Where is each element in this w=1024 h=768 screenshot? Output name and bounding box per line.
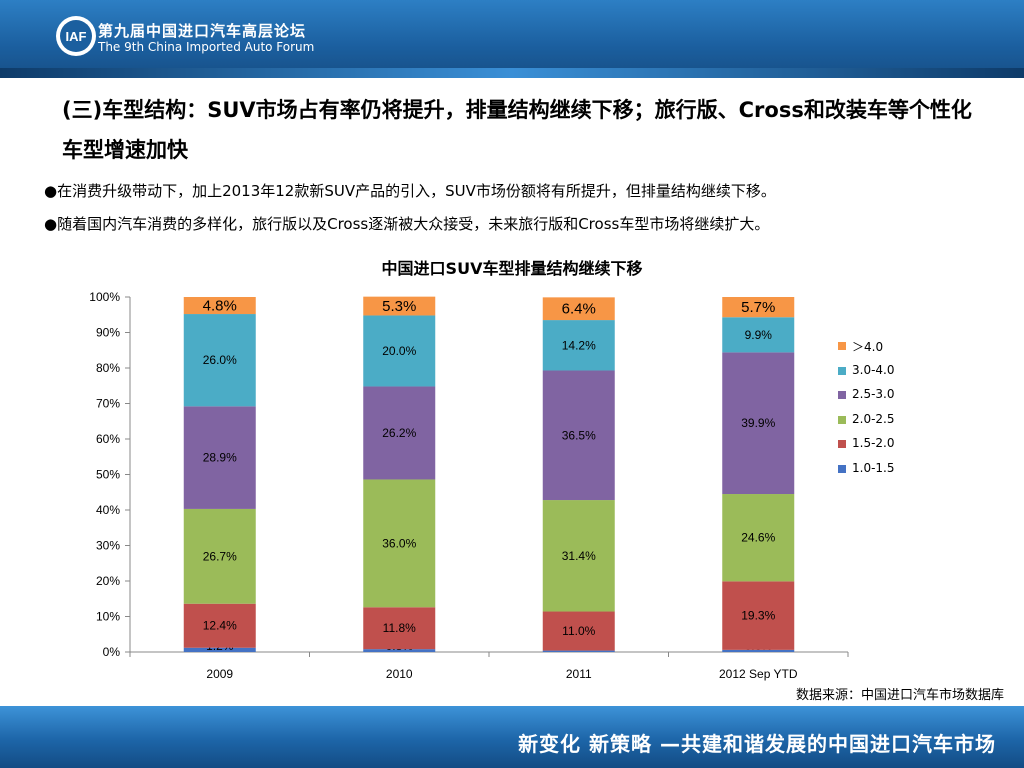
data-source-note: 数据来源：中国进口汽车市场数据库 (795, 688, 1004, 703)
x-tick-label: 2011 (566, 667, 592, 681)
data-label: 11.0% (562, 624, 595, 638)
bar-segment (183, 406, 256, 509)
iaf-logo-icon: IAF (56, 16, 96, 56)
data-label: 26.7% (203, 549, 237, 563)
header-stripe (0, 68, 1024, 78)
data-label: 12.4% (203, 619, 237, 633)
bar-segment (363, 607, 436, 650)
data-label: 5.3% (382, 298, 416, 315)
data-label: 14.2% (562, 338, 596, 352)
bar-segment (542, 297, 615, 321)
legend-swatch (838, 391, 846, 400)
legend-label: 1.0-1.5 (852, 460, 895, 475)
bar-segment (363, 386, 436, 480)
bar-segment (183, 508, 256, 604)
bar-segment (722, 297, 795, 318)
y-tick-label: 30% (96, 539, 120, 553)
y-tick-label: 70% (96, 397, 120, 411)
bar-segment (183, 297, 256, 315)
x-tick-label: 2012 Sep YTD (719, 667, 798, 681)
y-tick-label: 10% (96, 610, 120, 624)
data-label: 39.9% (741, 416, 775, 430)
logo-text: IAF (66, 29, 87, 44)
bar-segment (542, 650, 615, 652)
data-label: 36.5% (562, 428, 596, 442)
legend-label: ＞4.0 (852, 340, 884, 354)
bar-segment (542, 320, 615, 371)
data-label: 5.7% (741, 299, 775, 316)
legend-swatch (838, 415, 846, 424)
x-tick-label: 2009 (206, 667, 233, 681)
forum-title-en: The 9th China Imported Auto Forum (98, 40, 315, 54)
y-tick-label: 80% (96, 361, 120, 375)
bar-segment (363, 649, 436, 652)
legend-label: 2.5-3.0 (852, 387, 895, 402)
data-label: 11.8% (383, 621, 416, 635)
data-label: 31.4% (562, 549, 596, 563)
y-tick-label: 0% (103, 645, 121, 659)
legend-swatch (838, 464, 846, 473)
x-tick-label: 2010 (386, 667, 413, 681)
data-label: 9.9% (745, 328, 773, 342)
y-tick-label: 100% (89, 290, 120, 304)
bar-segment (722, 649, 795, 652)
bar-segment (722, 317, 795, 353)
bar-segment (722, 494, 795, 582)
bar-segment (722, 581, 795, 650)
bar-segment (363, 479, 436, 608)
data-label: 36.0% (382, 536, 416, 550)
y-tick-label: 90% (96, 326, 120, 340)
page-headline: (三)车型结构：SUV市场占有率仍将提升，排量结构继续下移；旅行版、Cross和… (62, 98, 972, 162)
data-label: 26.0% (203, 353, 237, 367)
stacked-bar-chart: 0%10%20%30%40%50%60%70%80%90%100%1.2%12.… (89, 290, 849, 681)
bar-segment (722, 352, 795, 495)
legend-swatch (838, 342, 846, 350)
y-tick-label: 60% (96, 432, 120, 446)
data-label: 6.4% (562, 301, 596, 318)
footer-slogan: 新变化 新策略 —共建和谐发展的中国进口汽车市场 (518, 732, 996, 756)
legend-label: 1.5-2.0 (852, 436, 895, 451)
footer-banner: 新变化 新策略 —共建和谐发展的中国进口汽车市场 (0, 706, 1024, 768)
bar-segment (183, 603, 256, 648)
data-label: 20.0% (382, 344, 416, 358)
data-label: 4.8% (203, 298, 237, 315)
bullet-point-2: ●随着国内汽车消费的多样化，旅行版以及Cross逐渐被大众接受，未来旅行版和Cr… (44, 215, 770, 233)
y-tick-label: 20% (96, 574, 120, 588)
data-label: 26.2% (382, 426, 416, 440)
header-banner: IAF 第九届中国进口汽车高层论坛 The 9th China Imported… (0, 0, 1024, 78)
data-label: 28.9% (203, 451, 237, 465)
bar-segment (363, 315, 436, 387)
legend-label: 2.0-2.5 (852, 411, 895, 426)
data-label: 24.6% (741, 531, 775, 545)
legend-label: 3.0-4.0 (852, 362, 895, 377)
legend-swatch (838, 366, 846, 375)
forum-title-cn: 第九届中国进口汽车高层论坛 (98, 22, 307, 40)
data-label: 19.3% (741, 609, 775, 623)
bullet-point-1: ●在消费升级带动下，加上2013年12款新SUV产品的引入，SUV市场份额将有所… (44, 182, 776, 200)
bar-segment (542, 611, 615, 651)
chart-title: 中国进口SUV车型排量结构继续下移 (381, 259, 643, 278)
bar-segment (542, 500, 615, 612)
bar-segment (542, 370, 615, 501)
bar-segment (363, 296, 436, 316)
legend-swatch (838, 440, 846, 449)
y-tick-label: 50% (96, 468, 120, 482)
bar-segment (183, 647, 256, 652)
y-tick-label: 40% (96, 503, 120, 517)
bar-segment (183, 314, 256, 407)
